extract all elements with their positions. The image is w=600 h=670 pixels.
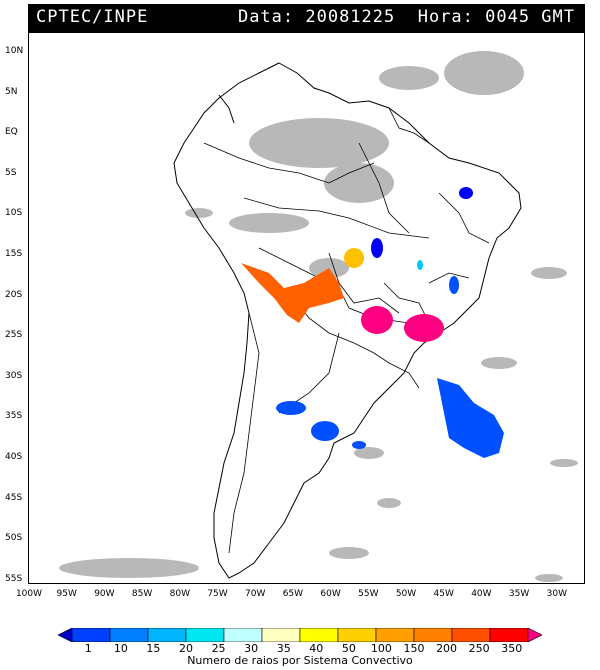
system-argentina-b bbox=[311, 421, 339, 441]
lat-label: 5N bbox=[5, 86, 18, 97]
datetime-label: Data: 20081225 Hora: 0045 GMT bbox=[237, 7, 575, 27]
lon-label: 45W bbox=[433, 589, 454, 599]
legend-swatch bbox=[71, 628, 111, 642]
lat-label: EQ bbox=[5, 127, 18, 138]
convective-systems bbox=[241, 187, 504, 458]
lat-label: 45S bbox=[5, 492, 23, 503]
legend-swatch bbox=[58, 628, 73, 642]
legend-label: 35 bbox=[276, 642, 291, 655]
system-east-blue bbox=[449, 276, 459, 294]
legend-swatch bbox=[109, 628, 149, 642]
lon-label: 85W bbox=[131, 589, 153, 599]
legend-swatch bbox=[451, 628, 491, 642]
lon-label: 70W bbox=[245, 589, 266, 599]
lon-label: 95W bbox=[56, 589, 77, 599]
lon-label: 90W bbox=[94, 589, 115, 599]
legend-swatch bbox=[147, 628, 187, 642]
system-mato-grosso bbox=[344, 248, 364, 268]
system-small-cyan bbox=[417, 260, 423, 270]
system-bolivia-paraguay bbox=[241, 263, 344, 323]
coastlines bbox=[173, 62, 522, 579]
legend-label: 25 bbox=[211, 642, 226, 655]
legend-swatch bbox=[527, 628, 542, 642]
lat-label: 50S bbox=[5, 533, 23, 544]
legend-swatch bbox=[299, 628, 339, 642]
legend-swatch bbox=[413, 628, 453, 642]
lon-label: 35W bbox=[508, 589, 530, 599]
legend-label: 200 bbox=[436, 642, 458, 655]
map-header: CPTEC/INPE Data: 20081225 Hora: 0045 GMT bbox=[28, 4, 585, 32]
lat-label: 40S bbox=[5, 452, 23, 462]
legend-label: 100 bbox=[370, 642, 392, 655]
legend-swatch bbox=[337, 628, 377, 642]
legend-swatch bbox=[375, 628, 415, 642]
lat-label: 20S bbox=[5, 289, 23, 300]
lat-label: 10S bbox=[5, 208, 23, 219]
system-goias bbox=[371, 238, 383, 258]
lon-label: 55W bbox=[358, 589, 379, 599]
legend-label: 10 bbox=[113, 642, 128, 655]
cloud-fields bbox=[59, 51, 578, 582]
source-label: CPTEC/INPE bbox=[36, 7, 149, 27]
lon-label: 50W bbox=[395, 589, 417, 599]
lon-label: 30W bbox=[546, 589, 567, 599]
legend-label: 40 bbox=[309, 642, 324, 655]
system-sao-paulo-b bbox=[404, 314, 444, 342]
color-legend bbox=[58, 628, 542, 642]
legend-label: 1 bbox=[84, 642, 92, 655]
legend-swatch bbox=[261, 628, 301, 642]
lon-label: 65W bbox=[282, 589, 304, 599]
lon-label: 40W bbox=[471, 589, 492, 599]
legend-swatch bbox=[185, 628, 225, 642]
system-sao-paulo-a bbox=[361, 306, 393, 334]
lon-label: 80W bbox=[169, 589, 190, 599]
map-canvas bbox=[59, 51, 578, 582]
lon-label: 60W bbox=[320, 589, 341, 599]
legend-labels: 1 10 15 20 25 30 35 40 50 100 150 200 250 350 bbox=[0, 642, 600, 656]
legend-label: 350 bbox=[501, 642, 523, 655]
lon-label: 100W bbox=[15, 589, 43, 599]
map-frame bbox=[28, 32, 585, 584]
legend-label: 15 bbox=[146, 642, 161, 655]
legend-label: 150 bbox=[403, 642, 425, 655]
lat-label: 25S bbox=[5, 330, 23, 341]
legend-label: 20 bbox=[179, 642, 193, 655]
lat-label: 35S bbox=[5, 411, 23, 422]
legend-label: 30 bbox=[244, 642, 259, 655]
legend-title: Numero de raios por Sistema Convectivo bbox=[187, 654, 413, 667]
lat-label: 5S bbox=[5, 167, 17, 178]
lat-label: 55S bbox=[5, 573, 23, 584]
lon-label: 75W bbox=[207, 589, 228, 599]
legend-label: 250 bbox=[468, 642, 490, 655]
legend-swatch bbox=[223, 628, 263, 642]
system-argentina-c bbox=[352, 441, 366, 449]
system-argentina-a bbox=[276, 401, 306, 415]
system-ne-brazil bbox=[459, 187, 473, 199]
legend-swatch bbox=[489, 628, 529, 642]
legend-label: 50 bbox=[341, 642, 356, 655]
system-atlantic bbox=[437, 378, 504, 458]
lat-label: 15S bbox=[5, 249, 23, 259]
lat-label: 10N bbox=[5, 46, 24, 56]
lat-label: 30S bbox=[5, 370, 23, 381]
legend-colorbar bbox=[58, 628, 542, 642]
